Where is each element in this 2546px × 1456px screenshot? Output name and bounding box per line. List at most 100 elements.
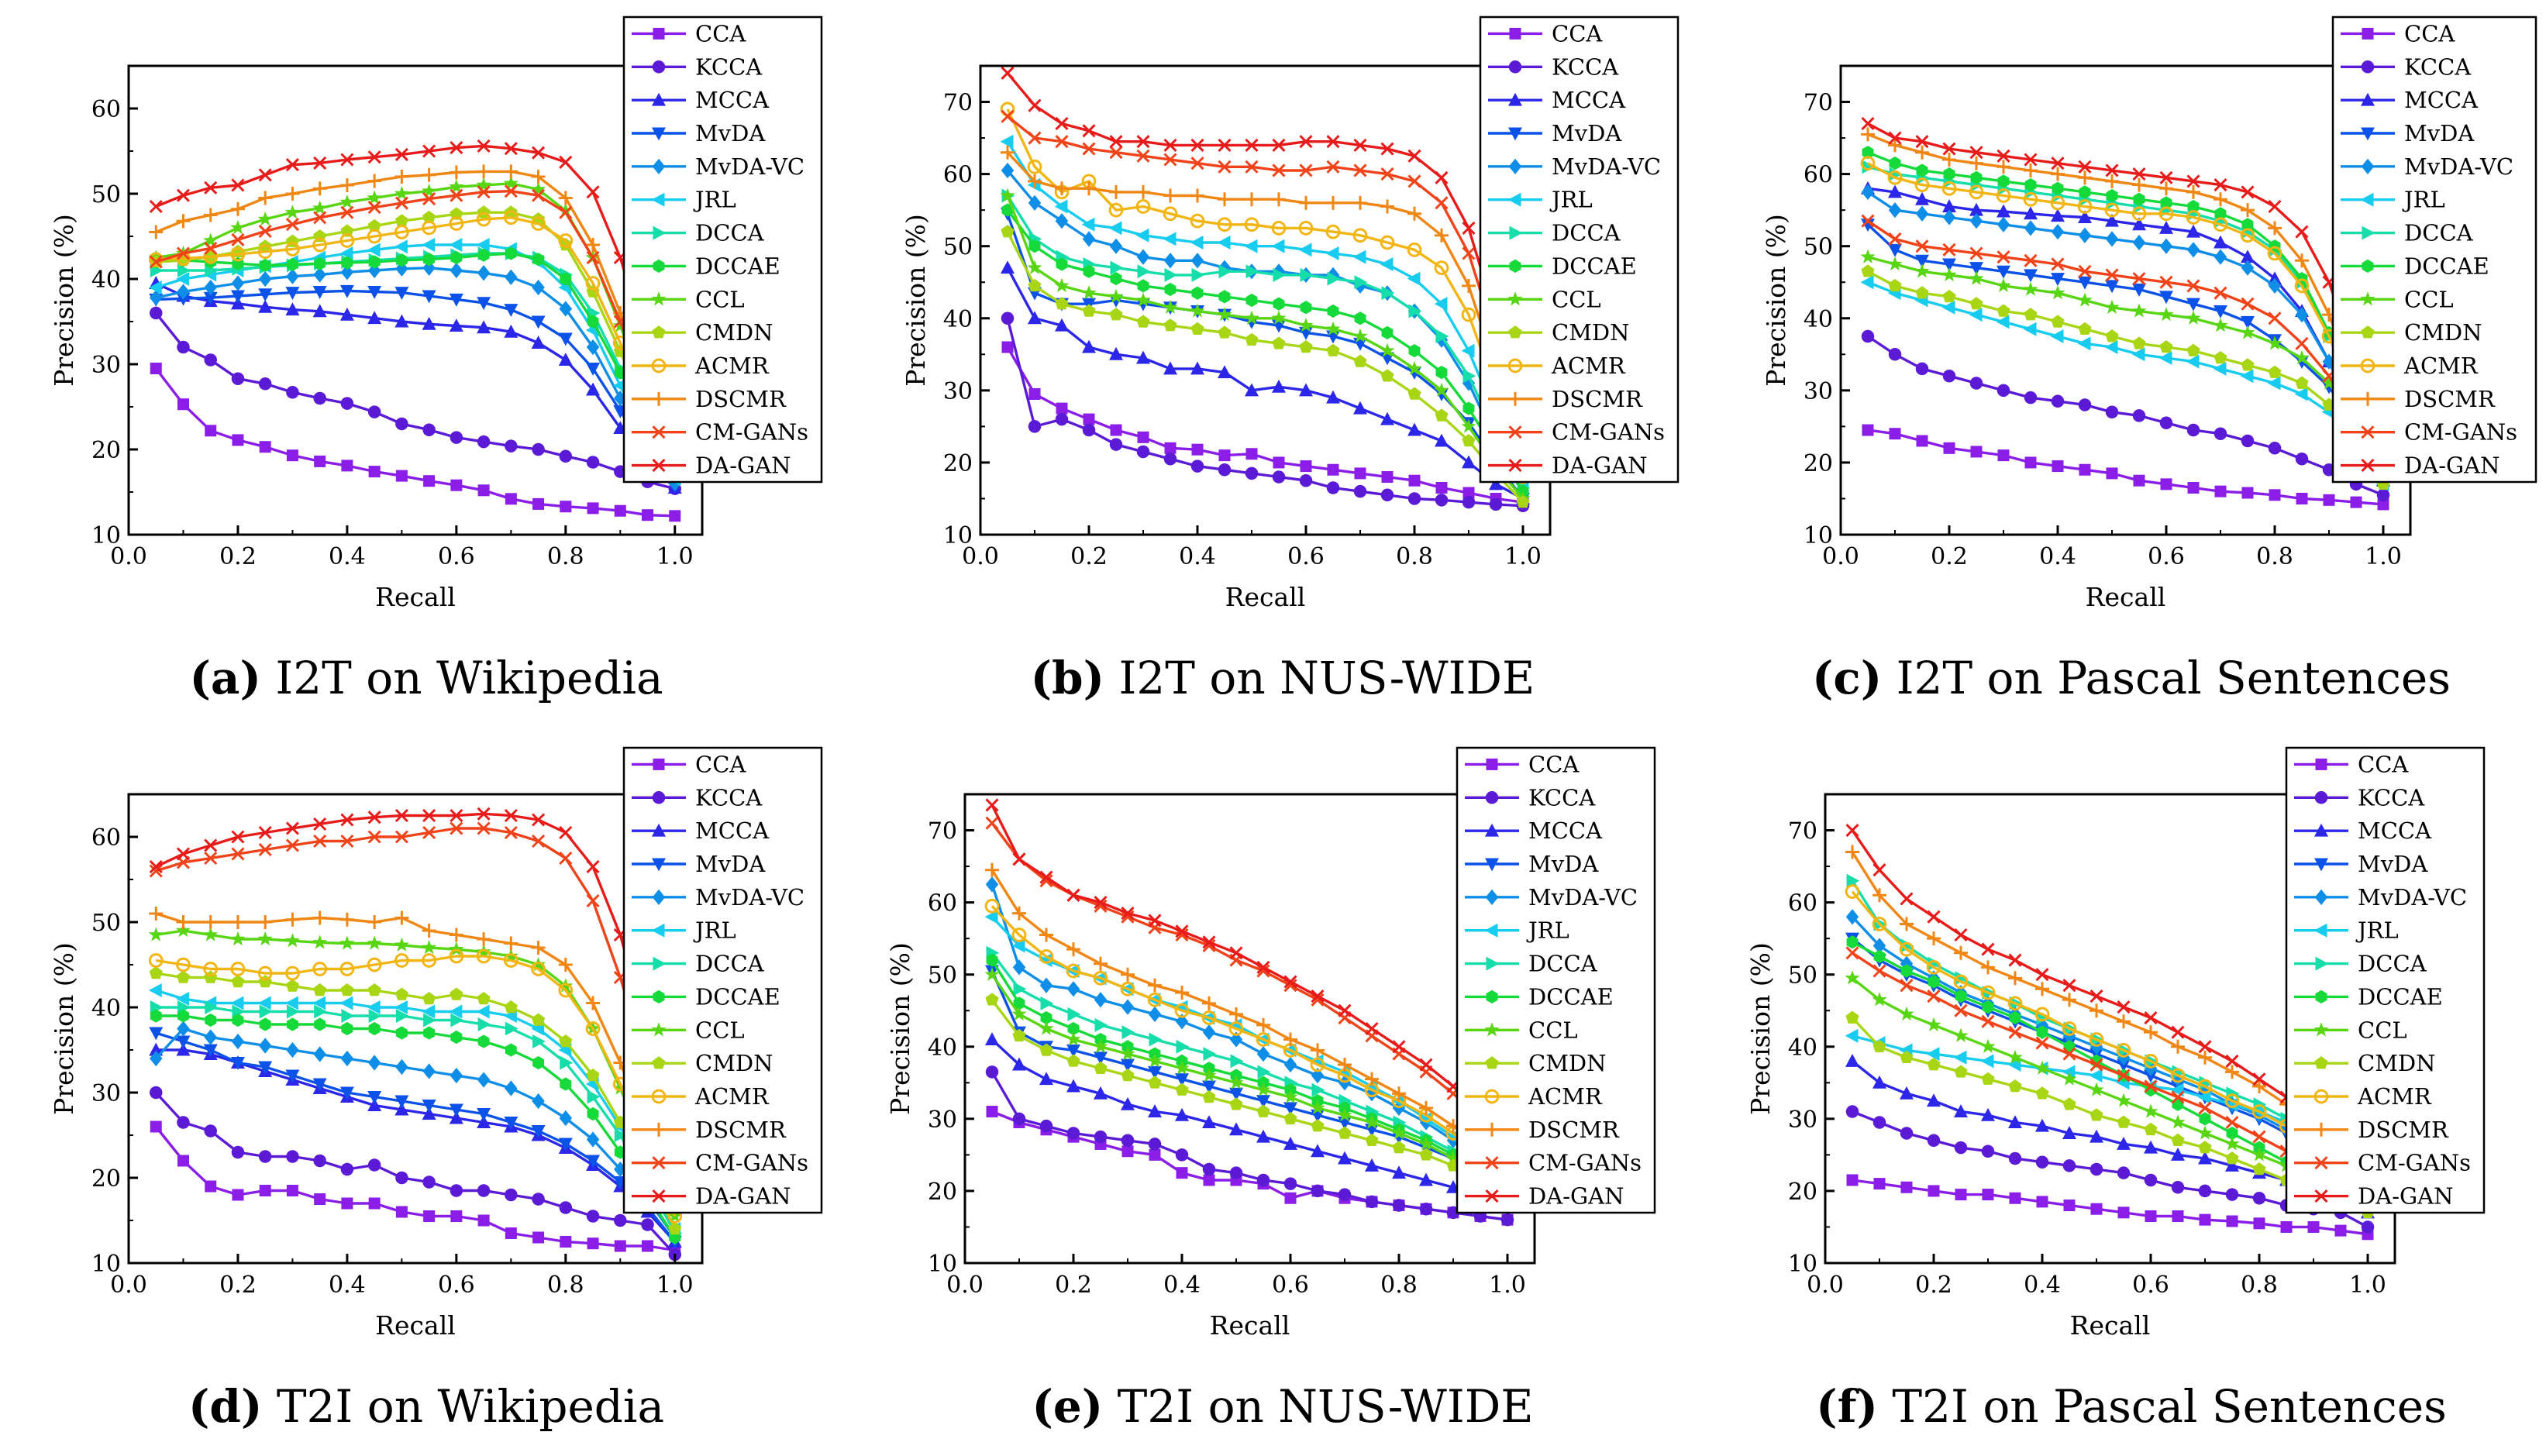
marker: [1245, 160, 1259, 174]
marker: [339, 233, 355, 248]
marker: [1121, 1058, 1135, 1072]
marker: [1942, 258, 1956, 272]
marker: [2144, 1025, 2158, 1040]
marker: [1462, 487, 1475, 499]
marker: [1327, 463, 1339, 476]
marker: [204, 241, 218, 255]
marker: [285, 996, 298, 1010]
marker: [560, 501, 572, 513]
marker: [149, 306, 163, 320]
marker: [314, 1004, 328, 1019]
marker: [2077, 292, 2093, 307]
marker: [1283, 1137, 1297, 1150]
marker: [2225, 1188, 2239, 1201]
legend-item-cca: CCA: [1465, 751, 1580, 777]
marker: [1981, 1107, 1995, 1121]
marker: [395, 417, 408, 431]
marker: [560, 1055, 574, 1070]
marker: [2078, 210, 2092, 223]
legend-item-kcca: KCCA: [632, 784, 763, 811]
marker: [312, 200, 328, 215]
marker: [477, 1214, 490, 1227]
marker: [1163, 153, 1177, 167]
marker: [2186, 354, 2200, 369]
marker: [477, 1115, 491, 1128]
legend-item-da-gan: DA-GAN: [632, 1183, 791, 1210]
marker: [1860, 156, 1876, 171]
marker: [1381, 325, 1394, 340]
marker: [2170, 1068, 2186, 1083]
marker: [1283, 1177, 1297, 1190]
marker: [1943, 167, 1955, 181]
marker: [651, 1022, 667, 1037]
marker: [450, 987, 463, 1000]
marker: [1914, 263, 1930, 278]
marker: [204, 838, 218, 852]
marker: [340, 834, 354, 848]
marker: [477, 297, 491, 311]
chart-panel-b: 0.0 0.2 0.4 0.6 0.8 1.010203040506070RecallPr…: [901, 15, 1680, 704]
marker: [1011, 938, 1025, 953]
marker: [1137, 264, 1151, 279]
legend-item-dccae: DCCAE: [2294, 983, 2443, 1010]
marker: [148, 281, 162, 294]
marker: [340, 264, 354, 281]
marker: [2171, 1025, 2185, 1039]
legend-label: JRL: [693, 917, 736, 944]
marker: [2280, 1220, 2293, 1233]
marker: [1190, 236, 1204, 250]
marker: [985, 1065, 999, 1079]
legend-label: CCA: [695, 20, 746, 46]
marker: [2241, 358, 2255, 371]
marker: [1873, 949, 1886, 964]
marker: [2197, 1125, 2213, 1140]
marker: [1081, 285, 1097, 300]
marker: [1012, 1028, 1026, 1042]
marker: [1256, 1082, 1271, 1096]
x-tick-label: 0.2: [219, 543, 257, 570]
marker: [2159, 291, 2173, 305]
marker: [1028, 278, 1042, 292]
series-line: [156, 1014, 677, 1238]
legend-box: [622, 746, 823, 1214]
marker: [2214, 305, 2227, 318]
marker: [505, 493, 517, 505]
marker: [176, 1042, 191, 1056]
marker: [284, 933, 301, 948]
marker: [614, 504, 626, 517]
marker: [2024, 391, 2038, 404]
marker: [176, 1035, 191, 1049]
marker: [258, 191, 273, 205]
marker: [1228, 1021, 1244, 1036]
marker: [1461, 418, 1476, 433]
marker: [1352, 228, 1368, 243]
legend-item-mcca: MCCA: [632, 817, 770, 844]
marker: [504, 825, 518, 840]
marker: [1338, 1058, 1352, 1072]
marker: [204, 181, 218, 194]
marker: [614, 1240, 626, 1252]
marker: [2314, 1056, 2328, 1069]
marker: [1011, 928, 1027, 942]
marker: [2186, 343, 2200, 356]
marker: [2131, 347, 2145, 362]
series-acmr: [1000, 102, 1531, 484]
marker: [1507, 192, 1521, 207]
marker: [449, 318, 463, 332]
marker: [652, 60, 666, 74]
marker: [1326, 343, 1340, 356]
marker: [395, 470, 408, 482]
marker: [1012, 1112, 1026, 1126]
chart-panel-e: 0.0 0.2 0.4 0.6 0.8 1.010203040506070RecallPr…: [885, 746, 1656, 1433]
marker: [985, 876, 999, 893]
y-tick-label: 60: [928, 890, 957, 917]
x-tick-label: 1.0: [1489, 1272, 1526, 1299]
marker: [314, 256, 326, 270]
marker: [1136, 149, 1150, 163]
marker: [1872, 917, 1887, 931]
marker: [1039, 928, 1053, 942]
marker: [531, 170, 546, 184]
marker: [1271, 239, 1285, 253]
marker: [2198, 1040, 2212, 1054]
legend-item-ccl: CCL: [2294, 1017, 2407, 1043]
